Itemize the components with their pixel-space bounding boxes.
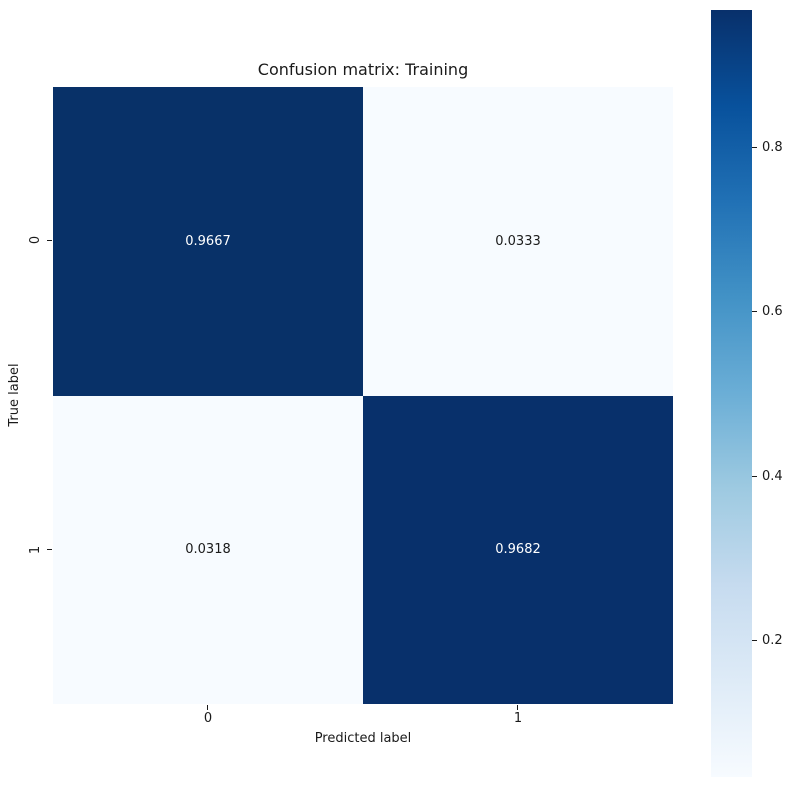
y-axis-label: True label xyxy=(7,363,22,427)
x-tick-label-1: 1 xyxy=(513,711,523,726)
x-tick-mark-0 xyxy=(207,705,208,710)
heatmap-cell-true0-pred0: 0.9667 xyxy=(53,87,363,396)
cell-value-label: 0.0333 xyxy=(495,233,541,249)
heatmap-cell-true1-pred1: 0.9682 xyxy=(363,395,673,704)
heatmap-cell-true0-pred1: 0.0333 xyxy=(363,87,673,396)
cell-value-label: 0.0318 xyxy=(185,542,231,558)
colorbar-tick-label-0.8: 0.8 xyxy=(762,140,783,155)
y-tick-mark-1 xyxy=(47,549,52,550)
heatmap-cell-true1-pred0: 0.0318 xyxy=(53,395,363,704)
chart-title: Confusion matrix: Training xyxy=(257,60,469,79)
cell-value-label: 0.9667 xyxy=(185,233,231,249)
cell-value-label: 0.9682 xyxy=(495,542,541,558)
colorbar-tick-label-0.2: 0.2 xyxy=(762,633,783,648)
y-tick-label-0: 0 xyxy=(28,235,43,245)
colorbar xyxy=(711,10,752,777)
y-tick-mark-0 xyxy=(47,240,52,241)
colorbar-tick-label-0.4: 0.4 xyxy=(762,469,783,484)
colorbar-tick-mark-0.4 xyxy=(752,476,757,477)
x-tick-label-0: 0 xyxy=(203,711,213,726)
heatmap: 0.9667 0.0333 0.0318 0.9682 xyxy=(53,87,673,704)
x-tick-mark-1 xyxy=(517,705,518,710)
y-tick-label-1: 1 xyxy=(28,545,43,555)
colorbar-tick-mark-0.2 xyxy=(752,640,757,641)
colorbar-tick-mark-0.6 xyxy=(752,311,757,312)
colorbar-tick-label-0.6: 0.6 xyxy=(762,304,783,319)
colorbar-tick-mark-0.8 xyxy=(752,147,757,148)
x-axis-label: Predicted label xyxy=(314,731,412,746)
